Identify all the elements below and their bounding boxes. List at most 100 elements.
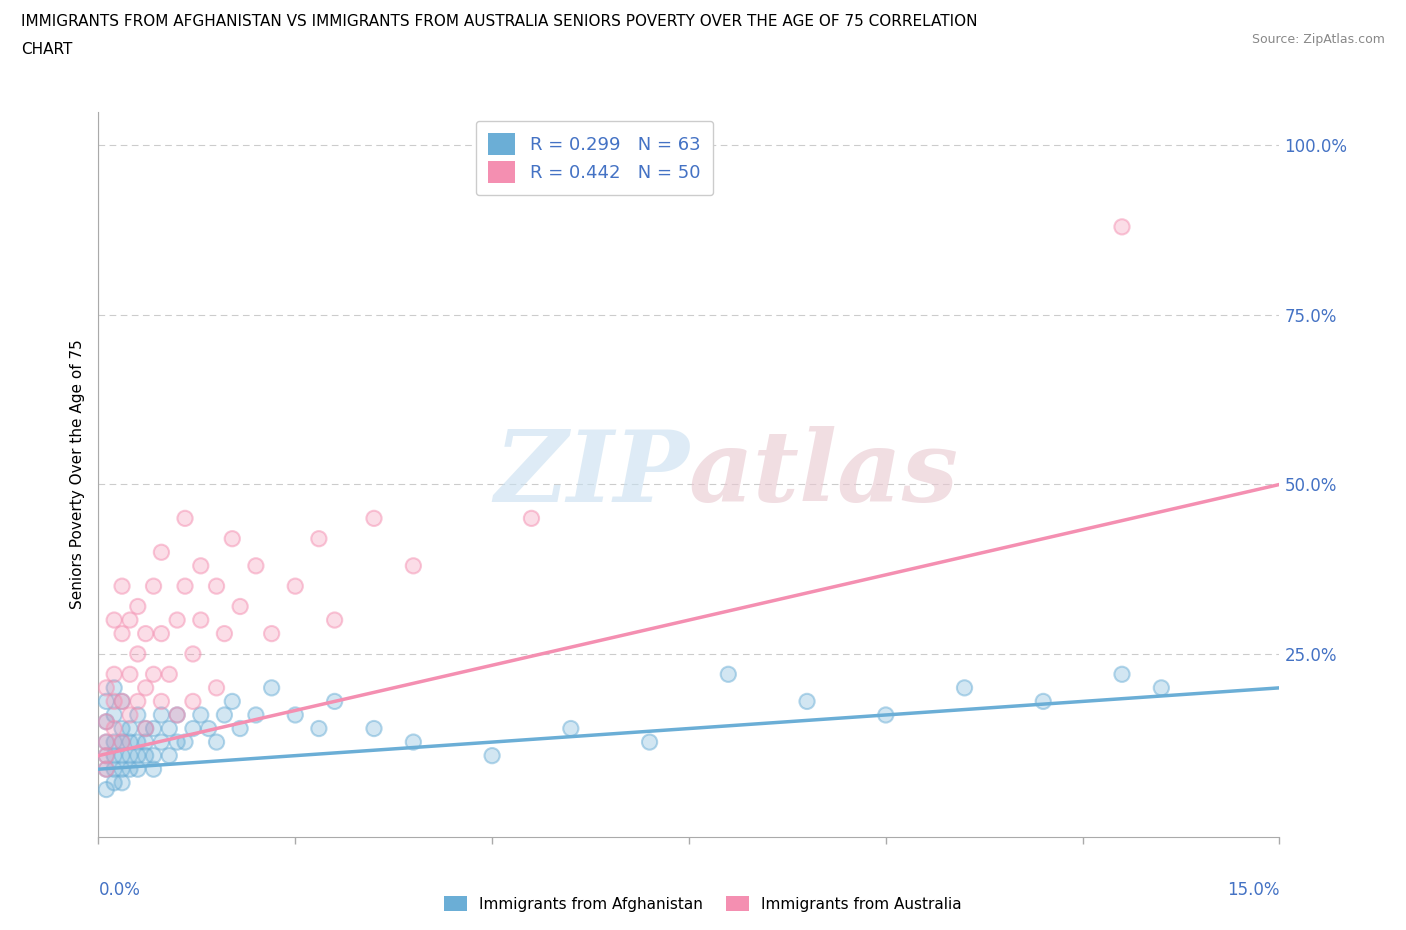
Point (245, 708, 267, 723)
Point (363, 511, 385, 525)
Point (142, 578, 165, 593)
Point (118, 667, 141, 682)
Point (166, 708, 188, 723)
Point (150, 694, 173, 709)
Point (111, 776, 134, 790)
Point (560, 721, 582, 736)
Point (96, 749, 118, 764)
Point (150, 735, 173, 750)
Point (96, 762, 118, 777)
Point (96, 714, 118, 729)
Point (111, 749, 134, 764)
Text: Source: ZipAtlas.com: Source: ZipAtlas.com (1251, 33, 1385, 46)
Point (142, 578, 165, 593)
Point (190, 613, 212, 628)
Point (229, 599, 252, 614)
Point (308, 721, 330, 736)
Point (157, 749, 180, 764)
Point (96, 735, 118, 750)
Point (190, 558, 212, 573)
Text: ZIP: ZIP (494, 426, 689, 523)
Point (1032, 694, 1054, 709)
Point (135, 721, 157, 736)
Point (520, 511, 543, 525)
Text: atlas: atlas (689, 426, 959, 523)
Point (953, 681, 976, 696)
Point (127, 599, 149, 614)
Point (127, 694, 149, 709)
Point (174, 511, 197, 525)
Point (166, 613, 188, 628)
Point (103, 681, 125, 696)
Point (127, 646, 149, 661)
Point (214, 708, 236, 723)
Point (181, 694, 204, 709)
Point (111, 694, 134, 709)
Point (96, 782, 118, 797)
Point (638, 735, 661, 750)
Point (135, 681, 157, 696)
Point (481, 749, 503, 764)
Point (205, 681, 228, 696)
Point (135, 749, 157, 764)
Point (96, 735, 118, 750)
Point (308, 531, 330, 546)
Point (402, 735, 425, 750)
Text: 0.0%: 0.0% (98, 881, 141, 898)
Point (103, 735, 125, 750)
Point (96, 714, 118, 729)
Point (96, 735, 118, 750)
Point (1150, 681, 1173, 696)
Point (96, 681, 118, 696)
Point (157, 749, 180, 764)
Point (308, 531, 330, 546)
Point (181, 646, 204, 661)
Point (150, 708, 173, 723)
Point (260, 626, 283, 641)
Point (157, 721, 180, 736)
Point (181, 721, 204, 736)
Point (1111, 667, 1133, 682)
Point (111, 721, 134, 736)
Point (1111, 667, 1133, 682)
Point (103, 708, 125, 723)
Point (481, 749, 503, 764)
Point (1032, 694, 1054, 709)
Point (118, 749, 141, 764)
Text: CHART: CHART (21, 42, 73, 57)
Point (127, 708, 149, 723)
Point (127, 708, 149, 723)
Point (135, 749, 157, 764)
Point (197, 721, 219, 736)
Point (118, 613, 141, 628)
Point (103, 613, 125, 628)
Point (118, 667, 141, 682)
Point (142, 667, 165, 682)
Point (166, 708, 188, 723)
Point (127, 762, 149, 777)
Point (181, 694, 204, 709)
Point (174, 735, 197, 750)
Point (96, 762, 118, 777)
Point (402, 558, 425, 573)
Point (96, 735, 118, 750)
Point (166, 613, 188, 628)
Text: 15.0%: 15.0% (1227, 881, 1279, 898)
Point (135, 721, 157, 736)
Point (111, 626, 134, 641)
Point (190, 708, 212, 723)
Point (135, 735, 157, 750)
Point (214, 626, 236, 641)
Point (205, 578, 228, 593)
Point (103, 721, 125, 736)
Point (135, 721, 157, 736)
Point (150, 545, 173, 560)
Point (118, 749, 141, 764)
Point (142, 667, 165, 682)
Point (103, 694, 125, 709)
Point (96, 681, 118, 696)
Point (96, 749, 118, 764)
Point (111, 694, 134, 709)
Point (96, 694, 118, 709)
Point (717, 667, 740, 682)
